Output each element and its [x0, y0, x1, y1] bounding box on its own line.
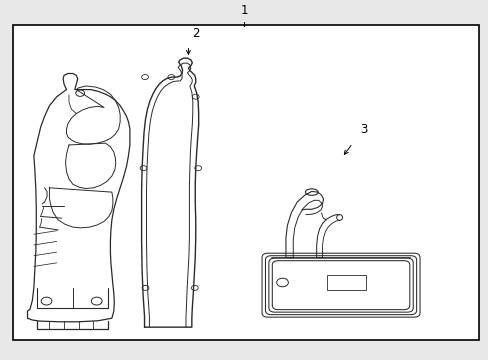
Text: 1: 1	[240, 4, 248, 17]
Bar	[13, 25, 478, 339]
Text: 3: 3	[360, 123, 367, 136]
Text: 2: 2	[192, 27, 199, 40]
Bar	[327, 275, 366, 290]
